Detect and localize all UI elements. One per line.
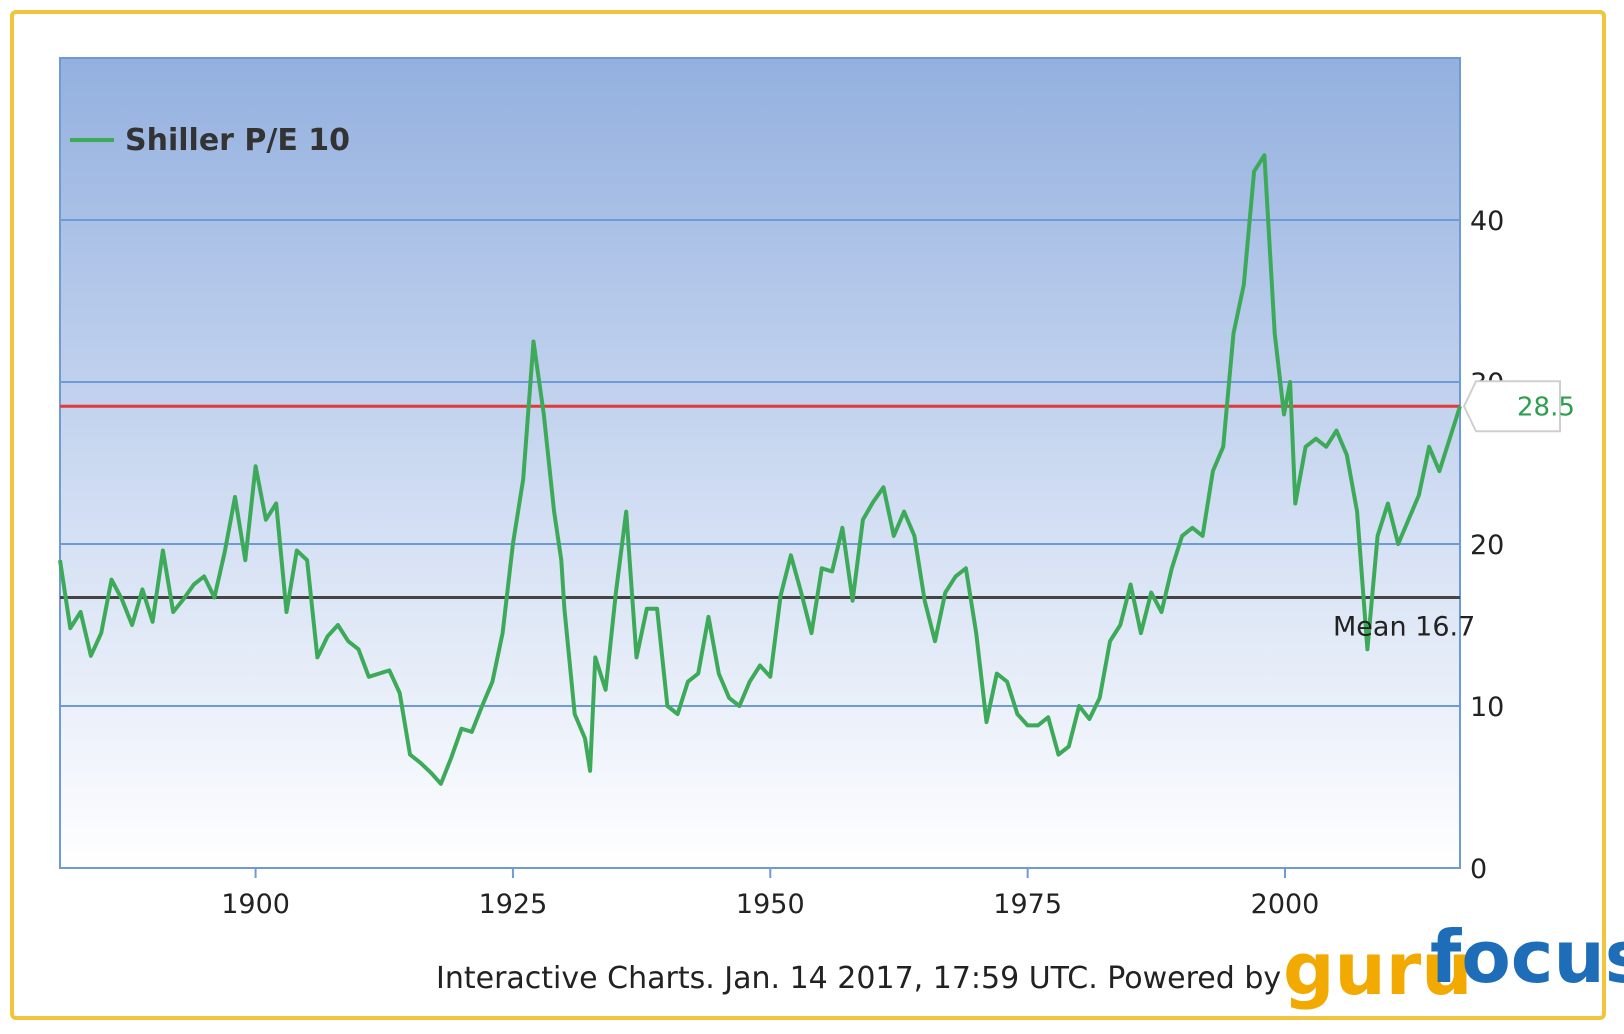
y-tick-label: 20 — [1470, 530, 1504, 561]
x-axis-ticks: 1900 1925 1950 1975 2000 — [221, 868, 1319, 920]
gurufocus-logo: guru focus — [1283, 915, 1624, 1011]
y-tick-label: 40 — [1470, 206, 1504, 237]
y-tick-label: 0 — [1470, 854, 1487, 885]
legend-label: Shiller P/E 10 — [125, 123, 350, 158]
current-value-callout: 28.5 — [1462, 380, 1575, 433]
logo-guru: guru — [1283, 927, 1473, 1011]
x-tick-label: 2000 — [1251, 889, 1320, 920]
logo-focus: focus — [1430, 915, 1624, 999]
x-tick-label: 1975 — [993, 889, 1062, 920]
footer-text: Interactive Charts. Jan. 14 2017, 17:59 … — [436, 961, 1281, 996]
current-value-label: 28.5 — [1517, 392, 1575, 422]
y-axis-ticks: 010203040 — [1470, 206, 1504, 885]
y-tick-label: 10 — [1470, 692, 1504, 723]
plot-area — [59, 57, 1461, 869]
x-tick-label: 1925 — [479, 889, 548, 920]
grid-lines — [60, 219, 1460, 707]
x-tick-label: 1900 — [221, 889, 290, 920]
series-layer — [58, 153, 1462, 786]
series-line-shiller-pe — [58, 153, 1462, 786]
mean-label: Mean 16.7 — [1333, 611, 1475, 642]
x-tick-label: 1950 — [736, 889, 805, 920]
